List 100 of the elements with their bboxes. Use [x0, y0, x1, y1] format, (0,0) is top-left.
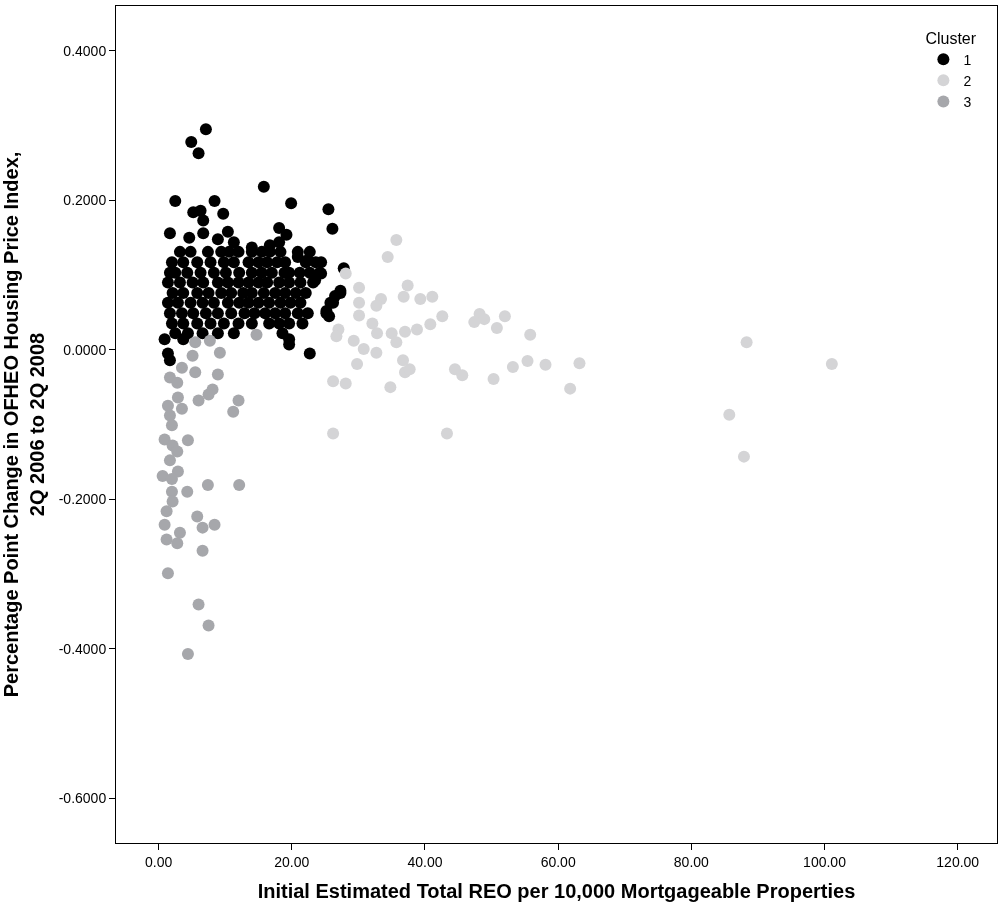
point	[414, 292, 427, 305]
point	[564, 382, 577, 395]
point	[189, 336, 202, 349]
x-tick-label: 100.00	[803, 853, 847, 870]
point	[173, 526, 186, 539]
point	[201, 479, 214, 492]
point	[401, 279, 414, 292]
point	[181, 647, 194, 660]
x-tick-label: 60.00	[540, 853, 576, 870]
legend-label: 2	[963, 72, 972, 89]
point	[506, 360, 519, 373]
point	[160, 533, 173, 546]
point	[366, 317, 379, 330]
point	[192, 598, 205, 611]
point	[327, 375, 340, 388]
point	[436, 310, 449, 323]
point	[411, 323, 423, 336]
point	[189, 366, 202, 379]
point	[171, 376, 184, 389]
point	[390, 336, 403, 349]
point	[227, 405, 240, 418]
x-tick-label: 40.00	[407, 853, 443, 870]
y-axis-title: Percentage Point Change in OFHEO Housing Price Index, 2Q 2006 to 2Q 2008	[0, 151, 48, 698]
point	[825, 357, 838, 370]
y-tick-label: 0.2000	[63, 192, 107, 209]
point	[339, 377, 352, 390]
point	[353, 309, 366, 322]
point	[250, 328, 263, 341]
point	[573, 357, 586, 370]
point	[192, 394, 205, 407]
point	[171, 445, 184, 458]
point	[327, 427, 340, 440]
legend-label: 1	[963, 51, 972, 68]
point	[468, 316, 481, 329]
point	[371, 327, 384, 340]
point	[353, 281, 366, 294]
point	[233, 479, 246, 492]
point	[403, 363, 416, 376]
point	[385, 327, 398, 340]
x-tick-label: 120.00	[936, 853, 980, 870]
legend-title: Cluster	[925, 29, 977, 47]
point	[186, 349, 199, 362]
point	[424, 318, 437, 331]
point	[426, 290, 439, 303]
legend-label: 3	[963, 94, 972, 110]
point	[211, 368, 224, 381]
point	[163, 454, 176, 467]
point	[353, 296, 366, 309]
point	[539, 358, 552, 371]
point	[381, 251, 394, 264]
point	[397, 354, 410, 367]
point	[456, 369, 469, 382]
point	[203, 334, 216, 347]
point	[351, 357, 364, 370]
point	[370, 346, 383, 359]
point	[181, 434, 194, 447]
point	[191, 510, 204, 523]
point	[339, 267, 352, 280]
point	[723, 408, 736, 421]
point	[158, 518, 171, 531]
point	[370, 299, 383, 312]
point	[171, 537, 184, 550]
point	[213, 346, 226, 359]
point	[357, 343, 370, 356]
point	[161, 399, 174, 412]
x-tick-label: 80.00	[673, 853, 710, 870]
point	[196, 521, 209, 534]
point	[448, 363, 461, 376]
x-axis-title: Initial Estimated Total REO per 10,000 Mortgageable Properties	[257, 880, 856, 903]
point	[399, 325, 412, 338]
x-tick-label: 20.00	[274, 853, 310, 870]
point	[330, 330, 343, 343]
point	[171, 391, 184, 404]
point	[397, 290, 410, 303]
point	[498, 310, 511, 323]
point	[487, 372, 500, 385]
point	[521, 354, 534, 367]
point	[390, 233, 403, 246]
point	[165, 419, 178, 432]
y-tick-label: 0.0000	[63, 341, 107, 358]
point	[384, 381, 397, 394]
point	[202, 388, 215, 401]
point	[165, 473, 178, 486]
point	[490, 322, 503, 335]
point	[202, 619, 215, 632]
y-tick-label: -0.4000	[58, 640, 107, 657]
point	[161, 567, 174, 580]
point	[175, 361, 188, 374]
point	[740, 336, 753, 349]
point	[208, 518, 221, 531]
point	[440, 427, 453, 440]
point	[160, 505, 173, 518]
point	[166, 495, 179, 508]
point	[175, 402, 188, 415]
point	[347, 334, 360, 347]
point	[524, 328, 537, 341]
point	[737, 450, 750, 463]
y-tick-label: -0.6000	[58, 790, 107, 807]
y-tick-label: 0.4000	[63, 42, 107, 59]
y-tick-label: -0.2000	[58, 491, 107, 508]
